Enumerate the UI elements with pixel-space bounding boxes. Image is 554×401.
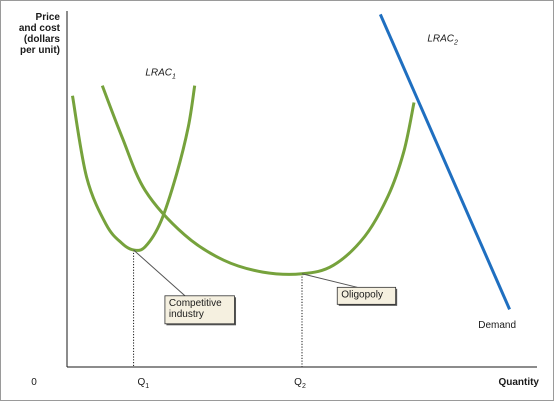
lrac1-label: LRAC1 xyxy=(145,67,176,80)
y-axis-title-line: and cost xyxy=(19,23,61,34)
oligopoly-leader-line xyxy=(301,273,358,288)
y-axis-title-line: (dollars xyxy=(24,34,61,45)
oligopoly-box-text: Oligopoly xyxy=(341,289,383,300)
oligopoly-box xyxy=(336,286,397,305)
q1-tick-label: Q1 xyxy=(137,377,149,390)
y-axis-title-line: per unit) xyxy=(20,45,60,56)
q2-tick-label: Q2 xyxy=(294,377,306,390)
y-axis-title-line: Price xyxy=(36,12,61,23)
lrac2-curve xyxy=(100,85,416,276)
competitive-leader-line xyxy=(133,249,186,297)
competitive-box-text: Competitive xyxy=(169,298,222,309)
demand-line xyxy=(378,13,511,310)
competitive-box-text: industry xyxy=(169,309,204,320)
origin-label: 0 xyxy=(31,377,37,388)
demand-label: Demand xyxy=(478,320,516,331)
lrac1-curve xyxy=(71,85,197,252)
x-axis-title: Quantity xyxy=(498,377,539,388)
lrac2-label: LRAC2 xyxy=(427,34,458,47)
competitive-box xyxy=(164,295,235,325)
